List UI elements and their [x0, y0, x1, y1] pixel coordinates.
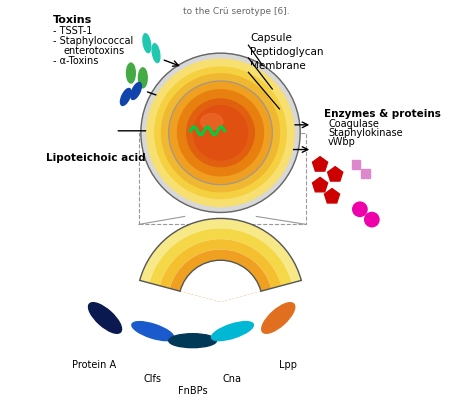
- Polygon shape: [328, 167, 343, 181]
- Ellipse shape: [152, 44, 160, 63]
- Ellipse shape: [89, 303, 121, 333]
- Text: Lpp: Lpp: [279, 360, 297, 370]
- Circle shape: [365, 213, 379, 227]
- Text: Cna: Cna: [223, 374, 242, 384]
- Ellipse shape: [201, 114, 223, 130]
- Ellipse shape: [120, 89, 131, 105]
- Polygon shape: [324, 188, 339, 203]
- Circle shape: [147, 59, 294, 207]
- Text: - α-Toxins: - α-Toxins: [53, 56, 99, 66]
- Text: Staphylokinase: Staphylokinase: [328, 128, 402, 138]
- Ellipse shape: [127, 63, 135, 83]
- Ellipse shape: [138, 68, 147, 88]
- Circle shape: [162, 74, 280, 192]
- Text: Peptidoglycan: Peptidoglycan: [250, 47, 324, 57]
- Circle shape: [177, 90, 264, 176]
- Text: to the Crü serotype [6].: to the Crü serotype [6].: [183, 7, 290, 16]
- Text: Toxins: Toxins: [53, 15, 92, 25]
- Circle shape: [155, 67, 286, 198]
- Text: Clfs: Clfs: [144, 374, 162, 384]
- Ellipse shape: [262, 303, 295, 333]
- Text: Protein A: Protein A: [72, 360, 116, 370]
- Text: FnBPs: FnBPs: [178, 387, 208, 397]
- Bar: [139, 133, 306, 225]
- Circle shape: [193, 106, 247, 160]
- Text: Coagulase: Coagulase: [328, 119, 379, 129]
- Circle shape: [187, 99, 255, 167]
- Wedge shape: [160, 239, 281, 288]
- Polygon shape: [312, 157, 328, 171]
- Text: - TSST-1: - TSST-1: [53, 26, 92, 36]
- Text: vWbp: vWbp: [328, 137, 356, 147]
- Circle shape: [353, 202, 367, 217]
- Text: Enzymes & proteins: Enzymes & proteins: [324, 109, 441, 119]
- Bar: [362, 169, 370, 178]
- Wedge shape: [140, 219, 301, 283]
- Bar: [352, 160, 360, 169]
- Wedge shape: [180, 260, 261, 302]
- Polygon shape: [312, 177, 328, 192]
- Ellipse shape: [132, 322, 174, 340]
- Text: Lipoteichoic acid: Lipoteichoic acid: [46, 154, 146, 164]
- Ellipse shape: [143, 34, 151, 53]
- Text: Capsule: Capsule: [250, 33, 292, 43]
- Text: Membrane: Membrane: [250, 61, 306, 71]
- Wedge shape: [170, 249, 271, 291]
- Circle shape: [141, 53, 300, 213]
- Wedge shape: [149, 229, 292, 286]
- Ellipse shape: [211, 322, 254, 340]
- Ellipse shape: [169, 334, 217, 348]
- Circle shape: [169, 81, 272, 184]
- Ellipse shape: [131, 83, 141, 99]
- Text: - Staphylococcal: - Staphylococcal: [53, 36, 134, 46]
- Text: enterotoxins: enterotoxins: [63, 46, 124, 56]
- Wedge shape: [180, 260, 261, 302]
